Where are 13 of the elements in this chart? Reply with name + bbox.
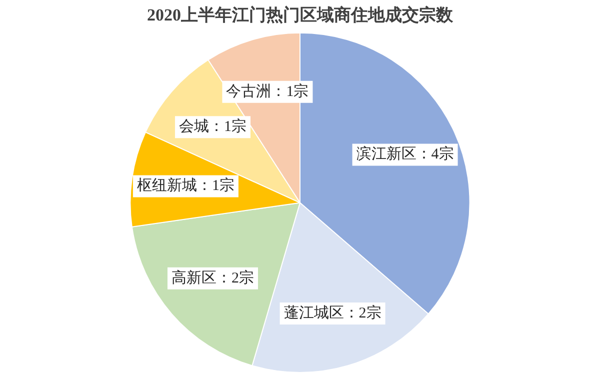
slice-label: 高新区 xyxy=(171,269,216,286)
data-label: ：2宗 xyxy=(344,304,382,322)
slice-label: 蓬江城区 xyxy=(284,304,344,322)
slice-label: 枢纽新城 xyxy=(136,177,197,194)
data-label: ：1宗 xyxy=(271,82,309,100)
data-label: ：4宗 xyxy=(416,146,454,163)
data-label: ：1宗 xyxy=(208,118,246,136)
slice-label: 今古洲 xyxy=(226,82,272,100)
data-label: ：1宗 xyxy=(196,177,234,194)
chart-title: 2020上半年江门热门区域商住地成交宗数 xyxy=(147,6,454,25)
slice-label: 会城 xyxy=(178,118,209,136)
data-label: ：2宗 xyxy=(216,269,254,286)
slice-label: 滨江新区 xyxy=(356,146,416,163)
